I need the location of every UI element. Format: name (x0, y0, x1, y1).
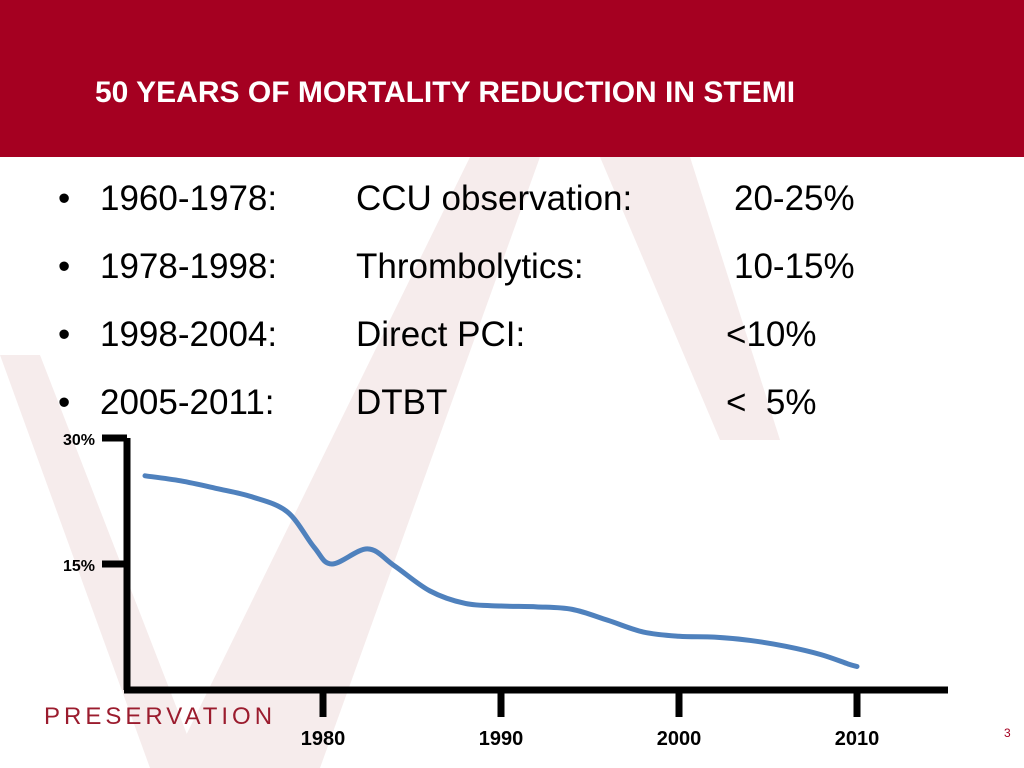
bullet-value: < 5% (726, 383, 817, 422)
y-tick-label: 15% (63, 558, 95, 575)
bullet-period: 1978-1998: (100, 247, 278, 286)
bullet-value: 10-15% (734, 247, 855, 286)
bullet-icon: • (58, 315, 71, 354)
bullet-period: 1998-2004: (100, 315, 278, 354)
bullet-description: DTBT (356, 383, 448, 422)
x-tick-label: 2010 (835, 728, 880, 750)
bullet-icon: • (58, 179, 71, 218)
y-tick-label: 30% (63, 432, 95, 449)
bullet-value: <10% (726, 315, 817, 354)
page-number: 3 (1004, 726, 1011, 740)
preservation-logo: PRESERVATION (44, 703, 277, 730)
bullet-description: CCU observation: (356, 179, 633, 218)
bullet-period: 2005-2011: (100, 383, 275, 422)
bullet-period: 1960-1978: (100, 179, 278, 218)
bullet-icon: • (58, 383, 71, 422)
bullet-description: Direct PCI: (356, 315, 526, 354)
title-banner (0, 0, 1024, 157)
chart-axes (123, 438, 948, 694)
slide-title: 50 YEARS OF MORTALITY REDUCTION IN STEMI (95, 76, 796, 109)
axis-ticks: 1980 1990 2000 2010 30% 15% (63, 432, 879, 750)
x-tick-label: 1990 (479, 728, 524, 750)
x-tick-label: 2000 (657, 728, 702, 750)
bullet-value: 20-25% (734, 179, 855, 218)
bullet-icon: • (58, 247, 71, 286)
bullet-description: Thrombolytics: (356, 247, 584, 286)
series-line (142, 473, 860, 669)
x-tick-label: 1980 (301, 728, 346, 750)
